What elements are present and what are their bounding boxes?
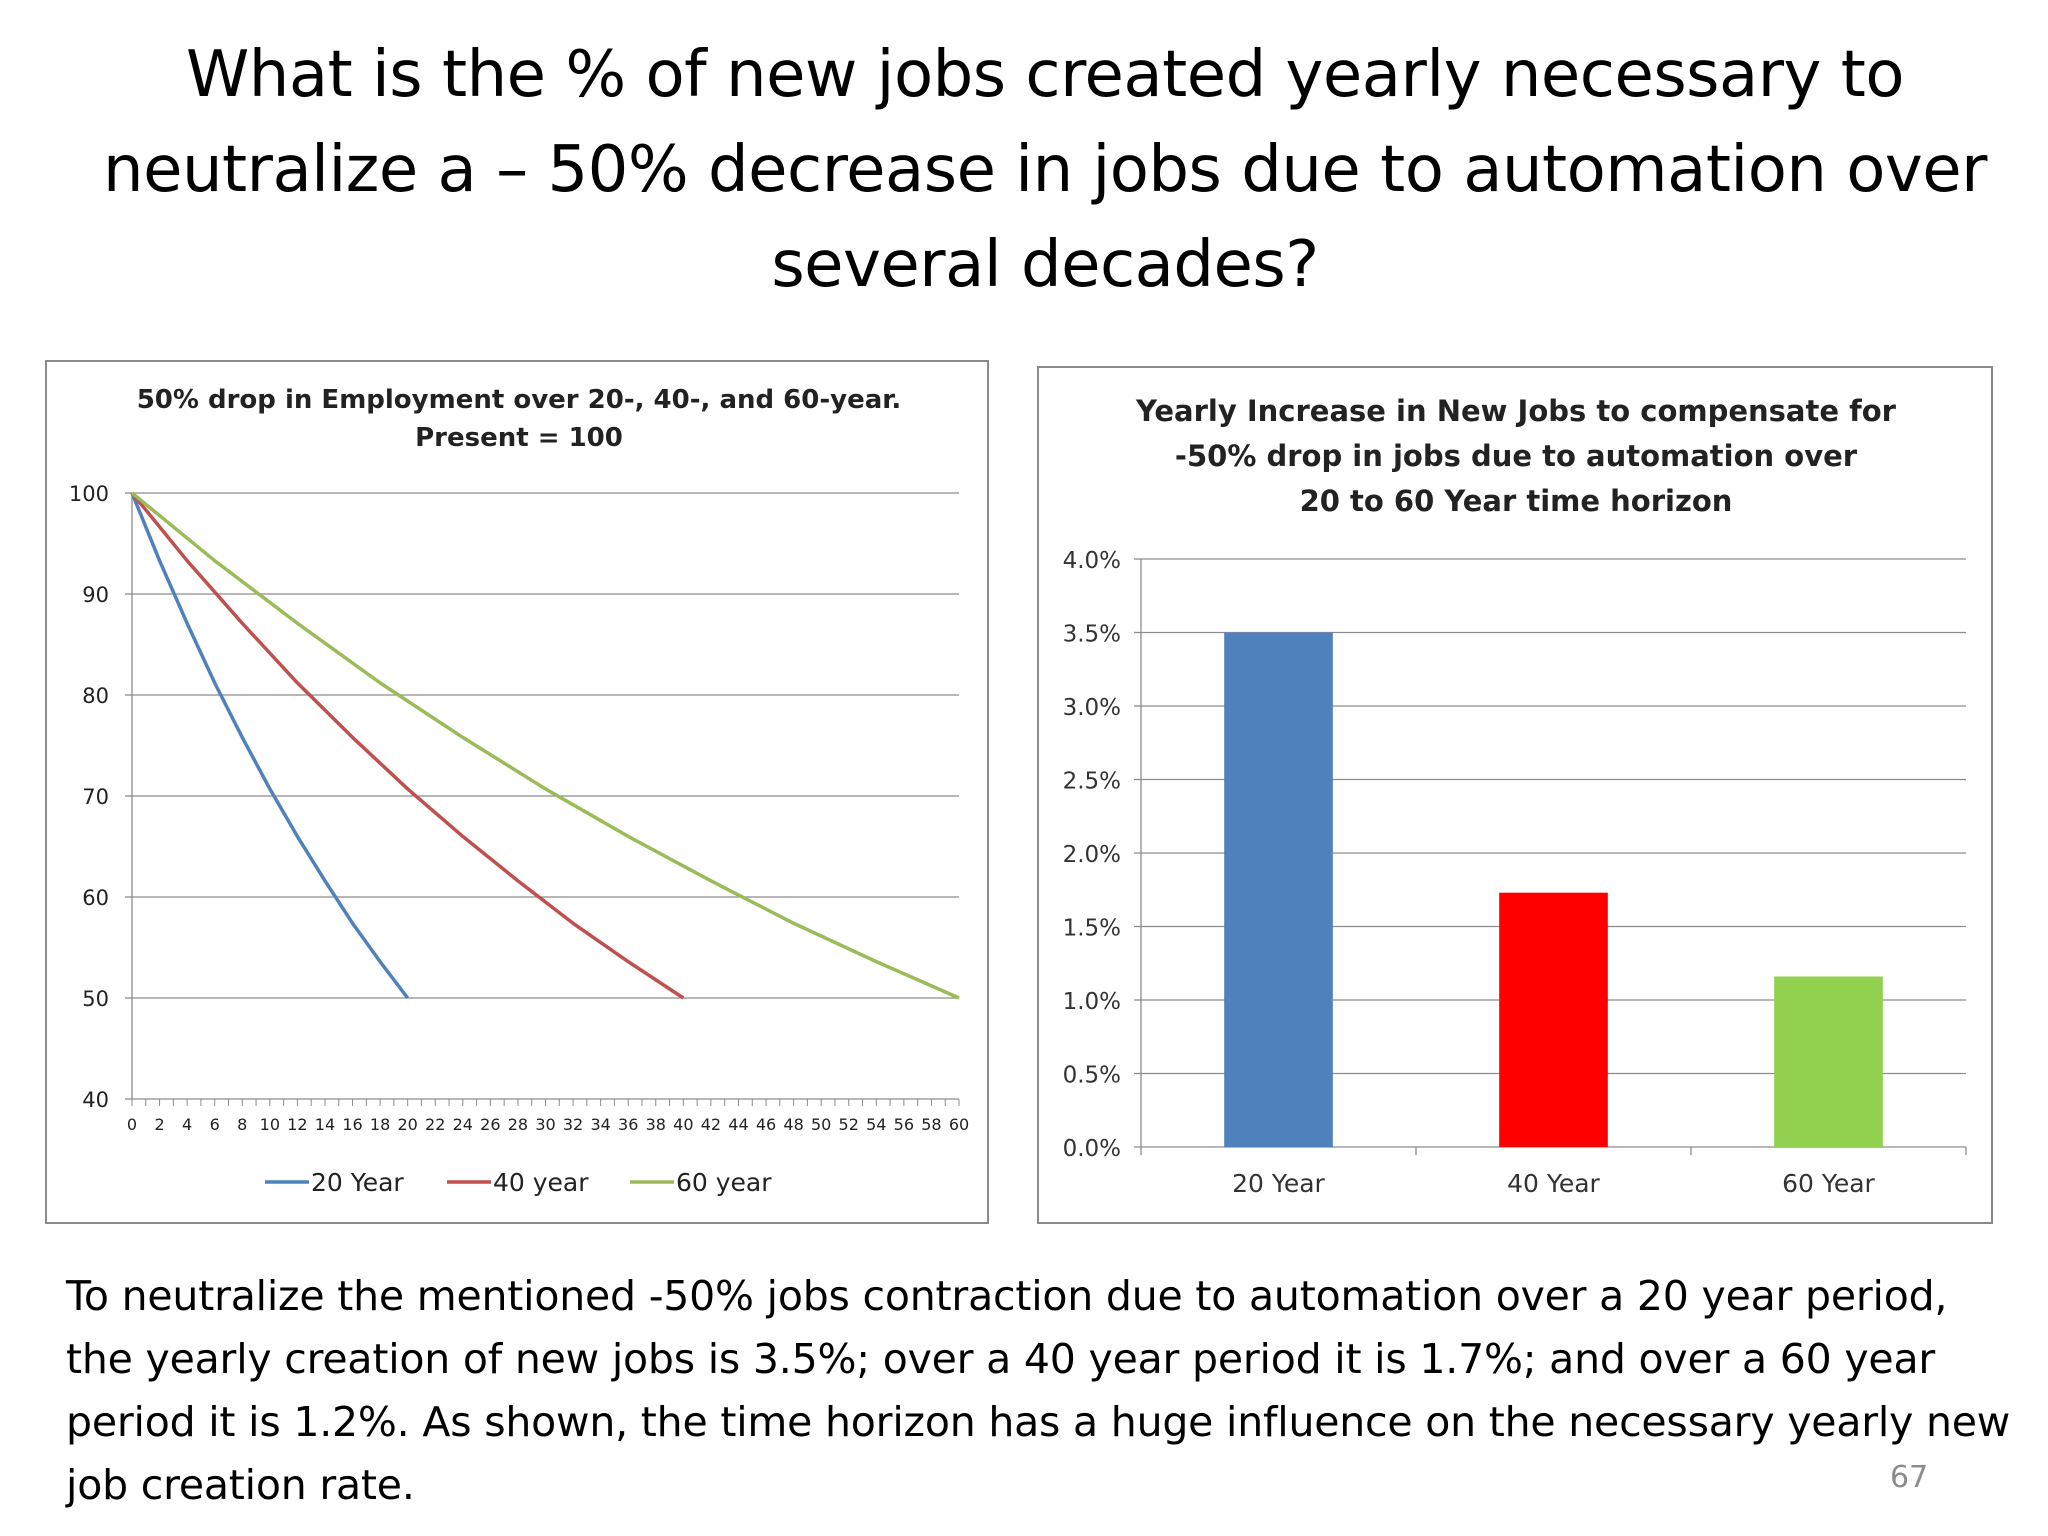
y-tick-label: 2.0%	[1063, 842, 1121, 868]
x-category-label: 40 Year	[1507, 1169, 1600, 1198]
y-tick-label: 80	[82, 684, 109, 708]
x-tick-label: 34	[590, 1115, 610, 1134]
bar-chart-title-3: 20 to 60 Year time horizon	[1300, 484, 1733, 518]
x-tick-label: 60	[949, 1115, 969, 1134]
line-chart-panel: 50% drop in Employment over 20-, 40-, an…	[45, 360, 989, 1224]
y-tick-label: 1.5%	[1063, 916, 1121, 942]
y-tick-label: 40	[82, 1088, 109, 1112]
x-tick-label: 52	[839, 1115, 859, 1134]
y-tick-label: 2.5%	[1063, 769, 1121, 795]
x-tick-label: 56	[894, 1115, 914, 1134]
x-tick-label: 46	[756, 1115, 776, 1134]
x-tick-label: 40	[673, 1115, 693, 1134]
x-tick-label: 50	[811, 1115, 831, 1134]
x-category-label: 60 Year	[1782, 1169, 1875, 1198]
series-line-3	[130, 491, 960, 1000]
legend-label: 40 year	[493, 1168, 589, 1197]
bar-chart-title-1: Yearly Increase in New Jobs to compensat…	[1135, 394, 1897, 428]
x-tick-label: 44	[728, 1115, 748, 1134]
y-tick-label: 50	[82, 987, 109, 1011]
x-tick-label: 26	[480, 1115, 500, 1134]
x-tick-label: 14	[315, 1115, 335, 1134]
x-category-label: 20 Year	[1232, 1169, 1325, 1198]
x-tick-label: 24	[453, 1115, 473, 1134]
x-tick-label: 38	[646, 1115, 666, 1134]
page-number: 67	[1890, 1460, 1929, 1495]
series-line-2	[130, 491, 685, 1000]
y-tick-label: 70	[82, 785, 109, 809]
y-tick-label: 0.5%	[1063, 1063, 1121, 1089]
bar-2	[1499, 892, 1608, 1147]
y-tick-label: 3.0%	[1063, 695, 1121, 721]
x-tick-label: 12	[287, 1115, 307, 1134]
x-tick-label: 54	[866, 1115, 886, 1134]
x-tick-label: 18	[370, 1115, 390, 1134]
x-tick-label: 48	[783, 1115, 803, 1134]
y-tick-label: 1.0%	[1063, 989, 1121, 1015]
bar-chart-title-2: -50% drop in jobs due to automation over	[1175, 439, 1858, 473]
x-tick-label: 22	[425, 1115, 445, 1134]
line-chart-title-1: 50% drop in Employment over 20-, 40-, an…	[137, 385, 902, 415]
slide-caption: To neutralize the mentioned -50% jobs co…	[66, 1272, 2011, 1509]
y-tick-label: 3.5%	[1063, 622, 1121, 648]
x-tick-label: 2	[154, 1115, 164, 1134]
x-tick-label: 30	[535, 1115, 555, 1134]
line-chart-title-2: Present = 100	[415, 423, 623, 453]
bar-3	[1774, 976, 1883, 1147]
x-tick-label: 6	[210, 1115, 220, 1134]
legend-label: 60 year	[676, 1168, 772, 1197]
y-tick-label: 4.0%	[1063, 548, 1121, 574]
bar-1	[1224, 632, 1333, 1147]
y-tick-label: 90	[82, 583, 109, 607]
y-tick-label: 0.0%	[1063, 1136, 1121, 1162]
x-tick-label: 28	[508, 1115, 528, 1134]
x-tick-label: 20	[397, 1115, 417, 1134]
bar-chart-panel: Yearly Increase in New Jobs to compensat…	[1037, 366, 1993, 1224]
legend-label: 20 Year	[311, 1168, 404, 1197]
y-tick-label: 60	[82, 886, 109, 910]
x-tick-label: 36	[618, 1115, 638, 1134]
series-line-1	[130, 492, 410, 1000]
bar-chart: Yearly Increase in New Jobs to compensat…	[1063, 394, 1967, 1198]
x-tick-label: 0	[127, 1115, 137, 1134]
slide-title: What is the % of new jobs created yearly…	[103, 38, 1987, 302]
x-tick-label: 4	[182, 1115, 192, 1134]
x-tick-label: 58	[921, 1115, 941, 1134]
y-tick-label: 100	[69, 482, 109, 506]
x-tick-label: 42	[701, 1115, 721, 1134]
x-tick-label: 10	[260, 1115, 280, 1134]
x-tick-label: 8	[237, 1115, 247, 1134]
line-chart: 50% drop in Employment over 20-, 40-, an…	[69, 385, 969, 1197]
x-tick-label: 16	[342, 1115, 362, 1134]
x-tick-label: 32	[563, 1115, 583, 1134]
